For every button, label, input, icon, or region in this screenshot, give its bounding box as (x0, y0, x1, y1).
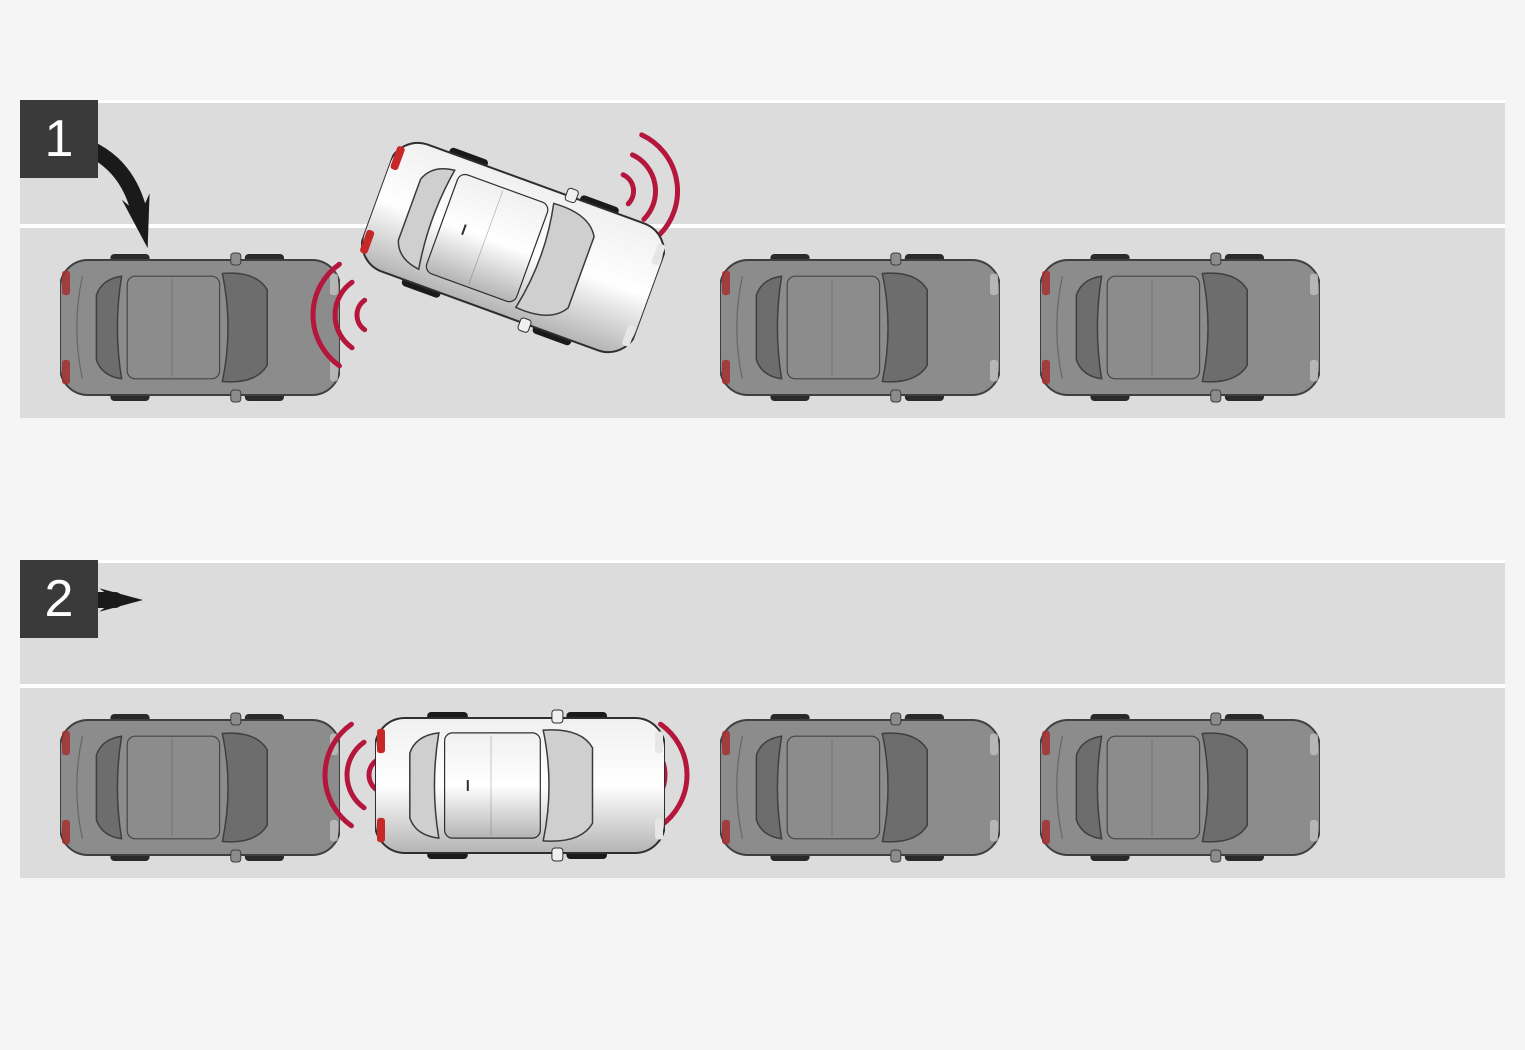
upper-lane (20, 100, 1505, 227)
panel-2: 2 (20, 560, 1505, 890)
panel-1: 1 (20, 100, 1505, 430)
parked-car (720, 710, 1000, 865)
parked-car (720, 250, 1000, 405)
parked-car (1040, 710, 1320, 865)
parked-car (1040, 250, 1320, 405)
step-badge: 1 (20, 100, 98, 178)
step-badge: 2 (20, 560, 98, 638)
upper-lane (20, 560, 1505, 687)
active-car (375, 708, 665, 863)
